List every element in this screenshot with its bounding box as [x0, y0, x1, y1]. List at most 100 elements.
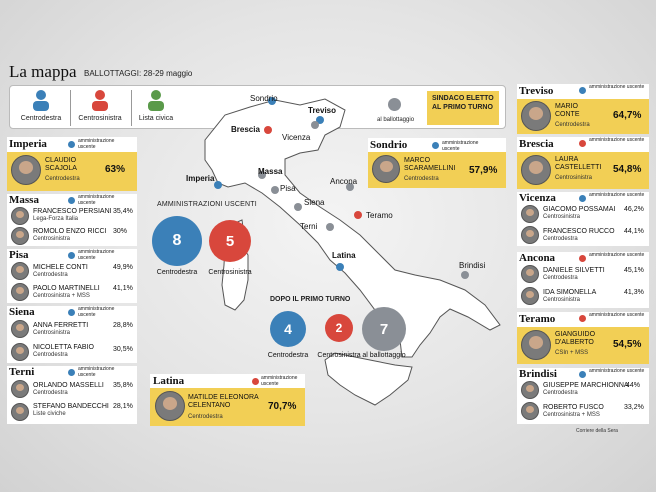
map-label-brescia: Brescia: [231, 125, 260, 134]
map-dot-treviso: [316, 116, 324, 124]
candidate-pct: 44%: [626, 382, 641, 389]
uscenti-title: AMMINISTRAZIONI USCENTI: [157, 201, 257, 208]
map-dot-ancona: [346, 183, 354, 191]
admin-dot: [579, 195, 586, 202]
candidate-pct: 70,7%: [268, 401, 297, 412]
city-name: Brescia: [519, 138, 554, 150]
admin-dot: [252, 378, 259, 385]
admin-dot: [579, 87, 586, 94]
map-dot-latina: [336, 263, 344, 271]
card-vicenza: Vicenza amministrazione uscente GIACOMO …: [517, 192, 649, 246]
avatar: [521, 381, 539, 399]
avatar: [521, 287, 539, 305]
legend-lista-civica: Lista civica: [136, 89, 176, 122]
candidate-pct: 41,3%: [624, 289, 644, 296]
uscenti-centrosinistra-count: 5: [209, 220, 251, 262]
avatar: [521, 330, 551, 360]
map-dot-sondrio: [268, 97, 276, 105]
card-imperia: Imperia amministrazione uscente CLAUDIO …: [7, 137, 137, 191]
map-label-imperia: Imperia: [186, 174, 215, 183]
candidate-pct: 64,7%: [613, 110, 642, 121]
avatar: [11, 262, 29, 280]
uscenti-centrosinistra-label: Centrosinistra: [208, 269, 252, 276]
card-latina: Latina amministrazione uscente MATILDE E…: [150, 374, 305, 426]
candidate-pct: 35,8%: [113, 382, 133, 389]
admin-dot: [68, 197, 75, 204]
avatar: [11, 227, 29, 245]
map-dot-siena: [294, 203, 302, 211]
page-title: La mappa: [9, 62, 77, 81]
candidate-pct: 49,9%: [113, 264, 133, 271]
map-dot-vicenza: [311, 121, 319, 129]
map-label-treviso: Treviso: [308, 106, 337, 115]
candidate-pct: 57,9%: [469, 165, 498, 176]
card-terni: Terni amministrazione uscente ORLANDO MA…: [7, 366, 137, 424]
card-sondrio: Sondrio amministrazione uscente MARCO SC…: [368, 138, 506, 188]
candidate-name: STEFANO BANDECCHI: [33, 403, 109, 410]
admin-dot: [579, 315, 586, 322]
legend-centrosinistra: Centrosinistra: [74, 89, 126, 122]
admin-label: amministrazione uscente: [589, 192, 645, 198]
candidate-party: Centrodestra: [33, 390, 68, 396]
city-name: Siena: [9, 306, 35, 318]
candidate-pct: 33,2%: [624, 404, 644, 411]
uscenti-centrodestra-count: 8: [152, 216, 202, 266]
map-label-vicenza: Vicenza: [282, 133, 311, 142]
candidate-name: ROMOLO ENZO RICCI: [33, 228, 107, 235]
map-dot-terni: [326, 223, 334, 231]
avatar: [372, 155, 400, 183]
avatar: [11, 380, 29, 398]
candidate-party: Centrodestra: [33, 352, 68, 358]
candidate-party: Centrosinistra: [543, 297, 581, 303]
admin-dot: [579, 255, 586, 262]
candidate-party: Centrodestra: [45, 176, 80, 182]
card-teramo: Teramo amministrazione uscente GIANGUIDO…: [517, 312, 649, 364]
map-label-teramo: Teramo: [366, 211, 393, 220]
map-dots: [214, 97, 469, 279]
admin-dot: [68, 141, 75, 148]
candidate-name: IDA SIMONELLA: [543, 289, 597, 296]
divider: [131, 90, 132, 126]
candidate-party: Centrodestra: [404, 176, 439, 182]
candidate-name: MICHELE CONTI: [33, 264, 88, 271]
candidate-party: Centrodestra: [188, 414, 223, 420]
admin-label: amministrazione uscente: [589, 84, 645, 90]
candidate-party: Centrodestra: [543, 390, 578, 396]
candidate-party: Centrodestra: [555, 122, 590, 128]
candidate-pct: 45,1%: [624, 267, 644, 274]
candidate-name: NICOLETTA FABIO: [33, 344, 94, 351]
card-ancona: Ancona amministrazione uscente DANIELE S…: [517, 252, 649, 308]
map-dot-brescia: [264, 126, 272, 134]
avatar: [11, 207, 29, 225]
candidate-name: GIANGUIDO D'ALBERTO: [555, 331, 596, 347]
primo-ballottaggio-label: al ballottaggio: [362, 352, 406, 359]
admin-dot: [579, 140, 586, 147]
city-name: Massa: [9, 194, 39, 206]
avatar: [155, 391, 185, 421]
map-label-siena: Siena: [304, 198, 325, 207]
card-siena: Siena amministrazione uscente ANNA FERRE…: [7, 306, 137, 363]
city-name: Treviso: [519, 85, 554, 97]
candidate-party: Centrodestra: [543, 275, 578, 281]
avatar: [521, 205, 539, 223]
candidate-pct: 30%: [113, 228, 128, 235]
card-treviso: Treviso amministrazione uscente MARIO CO…: [517, 84, 649, 134]
avatar: [11, 403, 29, 421]
avatar: [11, 283, 29, 301]
city-name: Sondrio: [370, 139, 408, 151]
legend-label: Centrodestra: [20, 115, 62, 122]
avatar: [11, 343, 29, 361]
card-massa: Massa amministrazione uscente FRANCESCO …: [7, 194, 137, 246]
map-label-massa: Massa: [258, 167, 283, 176]
candidate-name: GIUSEPPE MARCHIONNA: [543, 382, 629, 389]
candidate-name: MARCO SCARAMELLINI: [404, 157, 456, 173]
mainland: [204, 98, 501, 358]
candidate-pct: 28,8%: [113, 322, 133, 329]
card-brindisi: Brindisi amministrazione uscente GIUSEPP…: [517, 368, 649, 424]
candidate-party: Liste civiche: [33, 411, 66, 417]
map-dot-imperia: [214, 181, 222, 189]
legend-label: Lista civica: [138, 115, 174, 122]
map-dot-brindisi: [461, 271, 469, 279]
avatar: [521, 402, 539, 420]
city-name: Imperia: [9, 138, 47, 150]
